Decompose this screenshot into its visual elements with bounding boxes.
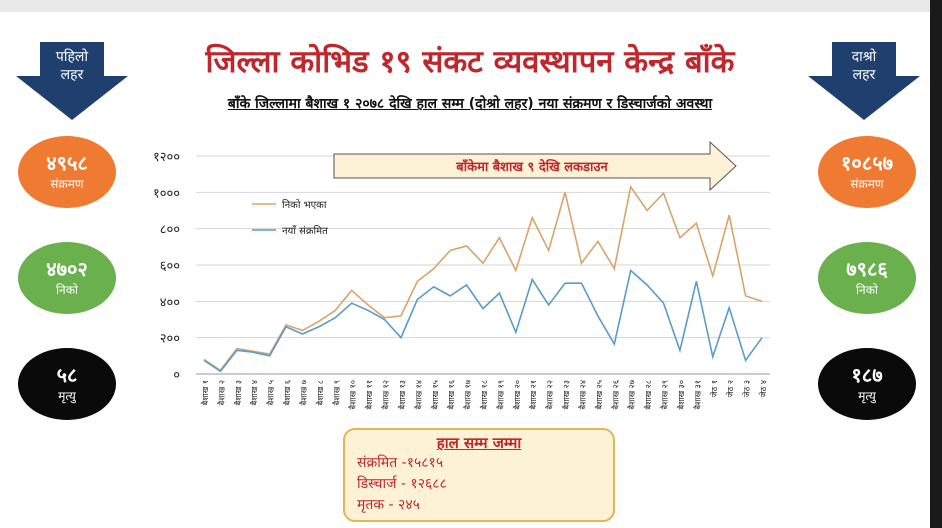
totals-deaths: मृतक - २४५: [357, 497, 420, 513]
wave2-deaths-value: १८७: [851, 363, 883, 387]
wave2-deaths-badge: १८७ मृत्यु: [818, 348, 916, 420]
x-tick-label: बैशाख ६: [282, 380, 292, 405]
series-line-2: [203, 268, 763, 373]
wave1-infected-label: संक्रमण: [50, 177, 84, 191]
x-tick-label: बैशाख २: [216, 380, 226, 405]
wave1-deaths-badge: ५८ मृत्यु: [18, 348, 116, 420]
line-chart: ० २०० ४०० ६०० ८०० १००० १२०० बैशाख १ बैशाख २ बैशाख…: [153, 140, 770, 410]
page-title: जिल्ला कोभिड १९ संकट व्यवस्थापन केन्द्र …: [205, 44, 735, 80]
x-tick-label: बैशाख १: [200, 380, 210, 405]
x-tick-label: बैशाख ४: [249, 380, 259, 405]
wave2-arrow: दाश्रो लहर: [808, 42, 920, 120]
wave2-recovered-label: निको: [855, 283, 879, 297]
wave2-recovered-badge: ७९८६ निको: [818, 242, 916, 314]
x-tick-label: बैशाख ३०: [676, 380, 686, 410]
x-tick-label: जेठ २: [725, 380, 735, 397]
x-tick-label: बैशाख १४: [413, 380, 423, 410]
x-tick-label: बैशाख १२: [381, 380, 391, 410]
wave1-label-line1: पहिलो: [55, 49, 89, 65]
x-tick-label: बैशाख २२: [545, 380, 555, 410]
y-tick-label: १०००: [153, 186, 180, 201]
x-tick-label: बैशाख १७: [463, 380, 473, 410]
wave1-recovered-badge: ४७०२ निको: [18, 242, 116, 314]
down-arrow-icon: [16, 42, 128, 120]
x-tick-label: बैशाख ८: [315, 380, 325, 405]
x-tick-label: बैशाख ३: [233, 380, 243, 405]
x-tick-label: बैशाख ११: [364, 380, 374, 410]
x-tick-label: बैशाख १८: [479, 380, 489, 410]
totals-discharged: डिस्चार्ज - १२६८८: [357, 476, 447, 492]
wave1-arrow: पहिलो लहर: [16, 42, 128, 120]
wave1-infected-badge: ४९५८ संक्रमण: [18, 136, 116, 208]
totals-heading: हाल सम्म जम्मा: [436, 434, 522, 452]
wave2-label-line1: दाश्रो: [851, 49, 877, 65]
x-tick-label: बैशाख १०: [348, 380, 358, 410]
wave1-deaths-label: मृत्यु: [58, 389, 76, 403]
series-line-1: [203, 184, 763, 372]
totals-box: हाल सम्म जम्मा संक्रमित -१५८१५ डिस्चार्ज…: [343, 428, 615, 522]
wave2-infected-value: १०८५७: [841, 151, 893, 175]
down-arrow-icon: [808, 42, 920, 120]
y-tick-label: १२००: [153, 150, 180, 165]
wave2-infected-label: संक्रमण: [850, 177, 884, 191]
wave2-label: दाश्रो लहर: [808, 48, 920, 84]
x-tick-label: बैशाख ७: [298, 380, 308, 405]
wave1-infected-value: ४९५८: [46, 151, 88, 175]
lockdown-arrow: [333, 140, 737, 192]
right-border: [930, 0, 942, 528]
y-tick-label: ६००: [160, 259, 180, 274]
x-tick-label: बैशाख १९: [495, 380, 505, 410]
x-tick-label: बैशाख ९: [331, 380, 341, 405]
y-tick-label: ८००: [160, 223, 180, 238]
totals-infected: संक्रमित -१५८१५: [357, 455, 444, 471]
x-tick-label: बैशाख २८: [643, 380, 653, 410]
x-tick-label: बैशाख १५: [430, 380, 440, 410]
x-tick-label: बैशाख १३: [397, 380, 407, 410]
y-tick-label: २००: [160, 332, 180, 347]
x-tick-label: बैशाख २१: [528, 380, 538, 410]
x-tick-label: बैशाख १६: [446, 380, 456, 410]
wave1-recovered-label: निको: [55, 283, 79, 297]
x-tick-label: जेठ १: [709, 380, 719, 397]
x-tick-label: बैशाख २५: [594, 380, 604, 410]
legend-label: नयाँ संक्रमित: [282, 225, 328, 237]
x-tick-label: जेठ ४: [758, 380, 768, 397]
x-tick-label: बैशाख ३१: [692, 380, 702, 410]
x-tick-label: बैशाख ५: [266, 380, 276, 405]
top-band: [0, 0, 942, 12]
x-tick-label: बैशाख २९: [660, 380, 670, 410]
page-subtitle: बाँके जिल्लामा बैशाख १ २०७८ देखि हाल सम्…: [227, 96, 713, 112]
x-tick-label: बैशाख २७: [627, 380, 637, 410]
y-tick-label: ४००: [160, 295, 180, 310]
legend-label: निको भएका: [282, 199, 327, 211]
wave1-deaths-value: ५८: [56, 363, 78, 387]
lockdown-annotation: बाँकेमा बैशाख ९ देखि लकडाउन: [455, 159, 608, 175]
wave2-deaths-label: मृत्यु: [858, 389, 876, 403]
wave2-recovered-value: ७९८६: [846, 257, 888, 281]
x-tick-label: बैशाख २०: [512, 380, 522, 410]
wave1-recovered-value: ४७०२: [46, 257, 88, 281]
wave2-infected-badge: १०८५७ संक्रमण: [818, 136, 916, 208]
y-tick-label: ०: [173, 368, 180, 383]
wave2-label-line2: लहर: [852, 67, 876, 83]
x-tick-label: बैशाख २३: [561, 380, 571, 410]
x-tick-label: बैशाख २६: [610, 380, 620, 410]
x-tick-label: बैशाख २४: [577, 380, 587, 410]
wave1-label: पहिलो लहर: [16, 48, 128, 84]
x-tick-label: जेठ ३: [742, 380, 752, 397]
wave1-label-line2: लहर: [60, 67, 84, 83]
